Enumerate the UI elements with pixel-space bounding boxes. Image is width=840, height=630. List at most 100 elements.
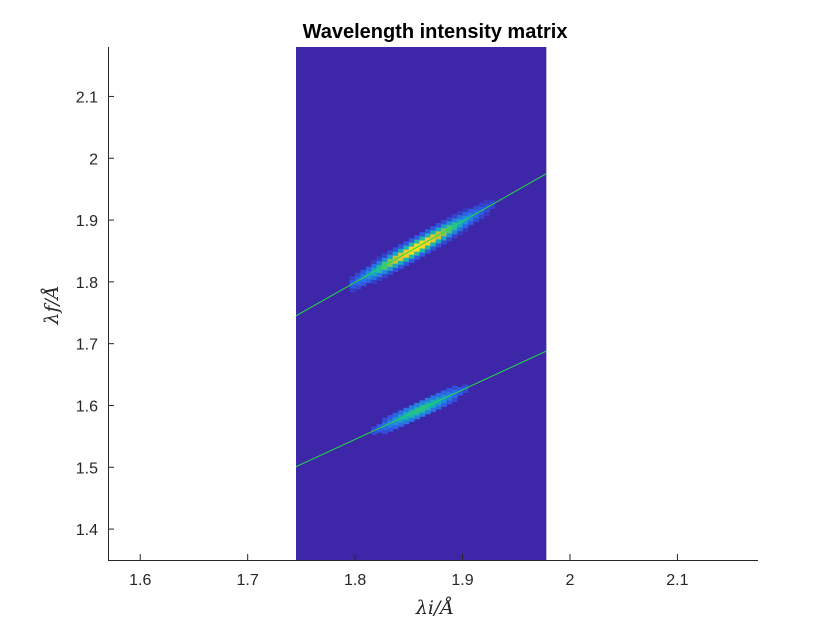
- axes: [108, 47, 758, 561]
- heatmap-cell: [430, 226, 437, 231]
- heatmap-cell: [408, 413, 415, 418]
- heatmap-cell: [462, 388, 469, 393]
- heatmap-cell: [392, 255, 399, 260]
- heatmap-cell: [387, 423, 394, 428]
- heatmap-cell: [387, 250, 394, 255]
- heatmap-cell: [355, 280, 361, 286]
- heatmap-cell: [376, 272, 383, 278]
- heatmap-cell: [398, 256, 404, 261]
- heatmap-cell: [430, 395, 437, 400]
- heatmap-cell: [360, 281, 367, 287]
- heatmap-cell: [419, 232, 426, 237]
- heatmap-cell: [349, 283, 356, 289]
- x-tick-label: 2.1: [666, 572, 688, 589]
- heatmap-cell: [371, 279, 377, 285]
- heatmap-cell: [360, 277, 367, 283]
- heatmap-cell: [387, 419, 394, 424]
- heatmap-cell: [462, 227, 469, 233]
- heatmap-cell: [414, 235, 420, 240]
- heatmap-cell: [387, 258, 394, 263]
- heatmap-cell: [435, 396, 442, 402]
- heatmap-cell: [365, 266, 372, 272]
- x-tick-label: 1.9: [451, 572, 473, 589]
- heatmap-cell: [462, 215, 469, 221]
- heatmap-cell: [371, 263, 377, 269]
- heatmap-cell: [414, 406, 420, 412]
- heatmap-cell: [430, 230, 437, 235]
- heatmap-cell: [403, 241, 410, 246]
- heatmap-cell: [408, 242, 415, 247]
- x-axis-label: λi/Å: [415, 597, 454, 619]
- heatmap-cell: [451, 393, 458, 398]
- heatmap-cell: [446, 220, 453, 226]
- heatmap-cell: [419, 400, 426, 405]
- heatmap-cell: [403, 261, 410, 266]
- heatmap-cell: [457, 222, 463, 228]
- heatmap-cell: [451, 217, 458, 223]
- heatmap-cell: [408, 417, 415, 422]
- heatmap-cell: [408, 254, 415, 259]
- heatmap-cell: [408, 246, 415, 251]
- heatmap-cell: [446, 236, 453, 242]
- heatmap-cell: [398, 244, 404, 249]
- y-tick-label: 2.1: [76, 89, 98, 106]
- heatmap-cell: [392, 247, 399, 252]
- heatmap-cell: [398, 252, 404, 257]
- heatmap-cell: [419, 248, 426, 253]
- heatmap-cell: [414, 239, 420, 244]
- heatmap-cell: [478, 202, 485, 207]
- y-tick-label: 1.8: [76, 275, 98, 292]
- heatmap-cell: [451, 229, 458, 235]
- heatmap-cell: [446, 400, 453, 405]
- heatmap-cell: [365, 270, 372, 276]
- heatmap-cell: [457, 226, 463, 232]
- heatmap-cell: [414, 414, 420, 420]
- heatmap-cell: [371, 426, 377, 432]
- heatmap-cell: [462, 219, 469, 225]
- heatmap-cell: [392, 420, 399, 426]
- heatmap-cell: [457, 214, 463, 220]
- heatmap-cell: [376, 264, 383, 269]
- heatmap-cell: [451, 221, 458, 227]
- heatmap-cell: [381, 421, 388, 427]
- heatmap-cell: [473, 217, 480, 223]
- heatmap-cell: [355, 272, 361, 278]
- heatmap-cell: [446, 395, 453, 401]
- heatmap-cell: [424, 229, 431, 234]
- heatmap-cell: [441, 223, 447, 229]
- y-tick-label: 1.6: [76, 398, 98, 415]
- heatmap-cell: [387, 254, 394, 259]
- heatmap-cell: [451, 225, 458, 231]
- heatmap-cell: [424, 237, 431, 242]
- heatmap-cell: [398, 260, 404, 265]
- heatmap-cell: [398, 414, 404, 419]
- heatmap-cell: [473, 205, 480, 211]
- heatmap-cell: [446, 224, 453, 230]
- heatmap-cell: [441, 398, 447, 403]
- heatmap-cell: [451, 233, 458, 239]
- heatmap-cell: [376, 268, 383, 273]
- heatmap-cell: [424, 401, 431, 407]
- heatmap-cell: [419, 404, 426, 409]
- heatmap-cell: [489, 200, 496, 205]
- heatmap-cell: [435, 222, 442, 228]
- heatmap-cell: [473, 209, 480, 215]
- heatmap-cell: [446, 228, 453, 234]
- heatmap-cell: [441, 235, 447, 241]
- heatmap-cell: [478, 214, 485, 220]
- heatmap-cell: [419, 236, 426, 241]
- heatmap-cell: [392, 251, 399, 256]
- heatmap-cell: [435, 226, 442, 232]
- heatmap-cell: [484, 203, 490, 208]
- heatmap-background: [296, 47, 547, 560]
- y-tick-label: 2: [89, 151, 98, 168]
- y-tick-label: 1.7: [76, 337, 98, 354]
- heatmap-cell: [392, 424, 399, 430]
- heatmap-cell: [392, 416, 399, 422]
- heatmap-cell: [414, 251, 420, 256]
- heatmap-cell: [365, 278, 372, 284]
- y-axis-label: λf/Å: [41, 285, 63, 325]
- heatmap-cell: [387, 427, 394, 432]
- heatmap-cell: [355, 284, 361, 290]
